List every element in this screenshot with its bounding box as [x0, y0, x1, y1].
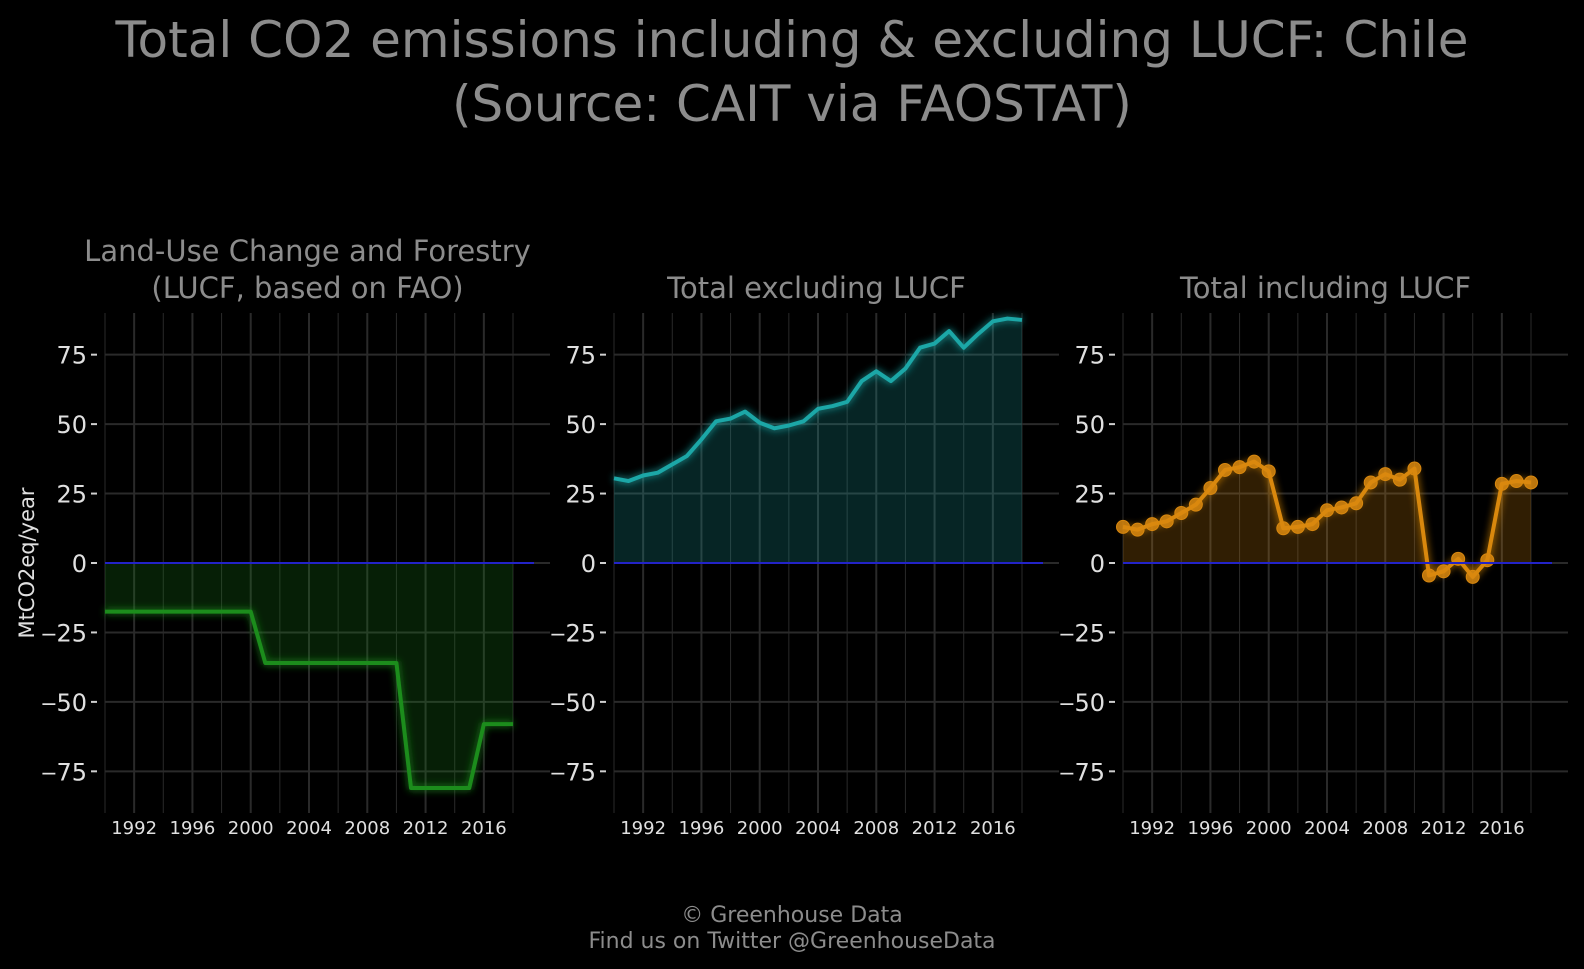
data-point: [1290, 519, 1305, 534]
data-point: [1422, 568, 1436, 583]
x-tick-label: 2004: [795, 818, 841, 839]
x-tick-label: 2004: [1304, 818, 1350, 839]
data-point: [1232, 460, 1247, 475]
x-tick-label: 1992: [111, 818, 157, 839]
data-point: [1349, 496, 1364, 511]
x-tick-label: 2012: [1421, 818, 1467, 839]
data-point: [1392, 472, 1407, 487]
data-point: [1261, 464, 1276, 479]
x-tick-label: 1996: [1188, 818, 1234, 839]
y-tick-label: ‒75: [41, 758, 87, 786]
y-tick-label: ‒75: [550, 758, 596, 786]
y-tick-label: 0: [1090, 550, 1105, 578]
y-tick-label: 25: [56, 481, 87, 509]
data-point: [1320, 503, 1334, 518]
x-tick-label: 2012: [912, 818, 958, 839]
series-area: [105, 563, 513, 788]
y-tick-label: ‒25: [41, 619, 87, 647]
panel-title-line: Total including LUCF: [1179, 271, 1471, 305]
data-point: [1494, 476, 1509, 491]
footer: © Greenhouse Data Find us on Twitter @Gr…: [0, 903, 1584, 955]
data-point: [1203, 481, 1218, 495]
chart-title-line1: Total CO2 emissions including & excludin…: [115, 11, 1469, 69]
x-tick-label: 2016: [970, 818, 1016, 839]
data-point: [1247, 454, 1262, 469]
y-tick-label: 0: [581, 550, 596, 578]
chart-title: Total CO2 emissions including & excludin…: [0, 8, 1584, 136]
data-point: [1145, 517, 1160, 532]
series-line: [105, 609, 513, 790]
x-tick-label: 1992: [620, 818, 666, 839]
series-line: [613, 316, 1023, 484]
series-area: [614, 318, 1022, 563]
data-point: [1334, 500, 1349, 515]
data-point: [1174, 506, 1189, 520]
data-point: [1480, 553, 1495, 568]
data-point: [1218, 462, 1232, 477]
y-tick-label: 50: [1074, 411, 1105, 439]
data-point: [1524, 475, 1538, 490]
chart-title-line2: (Source: CAIT via FAOSTAT): [452, 75, 1132, 133]
y-tick-label: ‒50: [1059, 689, 1105, 717]
y-tick-label: 50: [56, 411, 87, 439]
y-tick-label: ‒75: [1059, 758, 1105, 786]
x-tick-label: 2016: [461, 818, 507, 839]
x-tick-label: 1996: [679, 818, 725, 839]
y-tick-label: 25: [565, 481, 596, 509]
y-tick-label: ‒25: [1059, 619, 1105, 647]
y-axis-label: MtCO2eq/year: [15, 487, 39, 638]
data-point: [1436, 564, 1451, 579]
y-tick-label: 50: [565, 411, 596, 439]
y-tick-label: 0: [72, 550, 87, 578]
data-point: [1378, 467, 1393, 482]
data-point: [1116, 519, 1130, 534]
series-area: [1123, 461, 1531, 577]
y-tick-label: ‒50: [550, 689, 596, 717]
x-tick-label: 2000: [1246, 818, 1292, 839]
panel-title-line: (LUCF, based on FAO): [151, 271, 463, 305]
x-tick-label: 2008: [344, 818, 390, 839]
data-point: [1509, 474, 1524, 489]
x-tick-label: 2000: [737, 818, 783, 839]
y-tick-label: 75: [1074, 342, 1105, 370]
x-tick-label: 2008: [1362, 818, 1408, 839]
y-tick-label: 75: [565, 342, 596, 370]
x-tick-label: 1992: [1129, 818, 1175, 839]
data-point: [1465, 569, 1480, 584]
x-tick-label: 2016: [1479, 818, 1525, 839]
data-point: [1363, 475, 1378, 490]
y-tick-label: 25: [1074, 481, 1105, 509]
x-tick-label: 1996: [170, 818, 216, 839]
footer-twitter: Find us on Twitter @GreenhouseData: [588, 929, 996, 954]
y-tick-label: ‒50: [41, 689, 87, 717]
x-tick-label: 2000: [228, 818, 274, 839]
y-tick-label: 75: [56, 342, 87, 370]
panel-2: Total excluding LUCF 75 50 25 0 ‒25 ‒50 ‒75 1992…: [550, 271, 1059, 839]
data-point: [1407, 461, 1422, 476]
data-point: [1130, 522, 1145, 537]
y-tick-label: ‒25: [550, 619, 596, 647]
data-point: [1276, 521, 1291, 536]
x-tick-label: 2004: [286, 818, 332, 839]
x-tick-label: 2012: [403, 818, 449, 839]
x-tick-label: 2008: [853, 818, 899, 839]
data-point: [1188, 497, 1203, 512]
panel-title-line: Land-Use Change and Forestry: [84, 234, 531, 268]
data-point: [1159, 514, 1174, 529]
data-point: [1305, 517, 1320, 532]
panel-3: Total including LUCF 75 50 25 0 ‒25 ‒50 ‒75 1992…: [1059, 271, 1568, 839]
panel-1: Land-Use Change and Forestry(LUCF, based…: [15, 234, 550, 839]
panel-title-line: Total excluding LUCF: [666, 271, 966, 305]
footer-copyright: © Greenhouse Data: [681, 903, 903, 928]
